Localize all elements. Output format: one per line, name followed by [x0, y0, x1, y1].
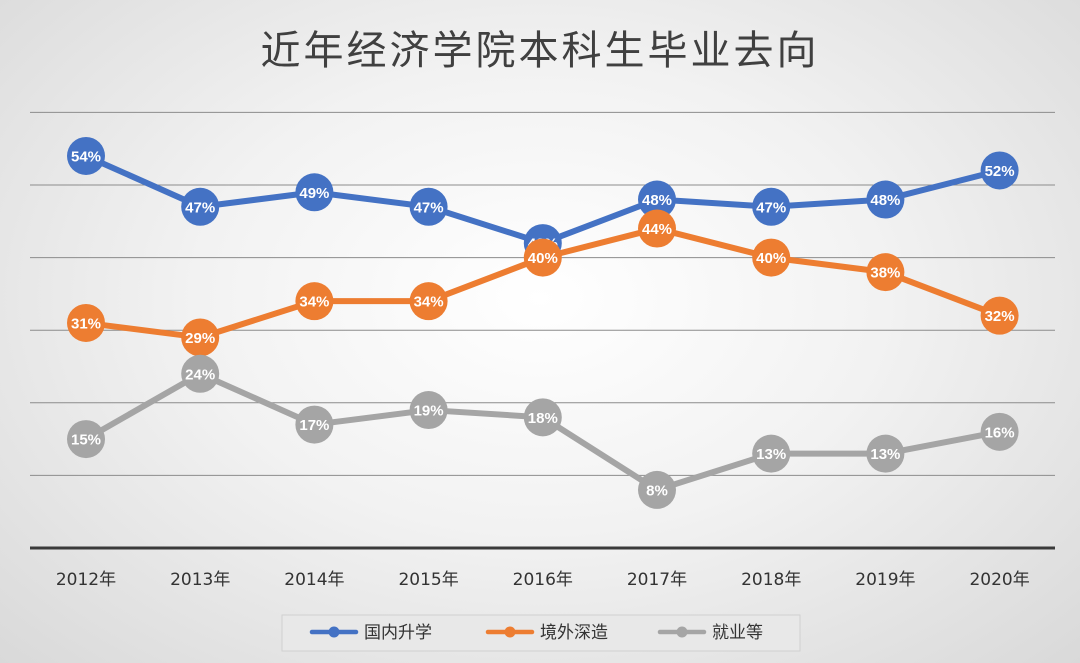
data-point	[866, 253, 905, 292]
data-label: 8%	[646, 482, 668, 499]
data-point	[295, 282, 334, 321]
data-label: 18%	[528, 410, 558, 427]
data-point	[409, 187, 448, 226]
x-tick-label: 2017年	[627, 570, 687, 590]
x-tick-label: 2018年	[741, 570, 801, 590]
data-label: 40%	[528, 250, 558, 267]
chart-title: 近年经济学院本科生毕业去向	[260, 28, 820, 74]
x-tick-label: 2014年	[284, 570, 344, 590]
data-point	[67, 420, 105, 459]
data-label: 47%	[185, 199, 215, 216]
x-tick-label: 2016年	[513, 570, 573, 590]
data-point	[638, 470, 676, 509]
data-point	[181, 354, 220, 393]
data-label: 34%	[299, 294, 329, 311]
data-label: 54%	[71, 148, 101, 165]
data-label: 15%	[71, 432, 101, 449]
data-point	[67, 136, 105, 175]
data-label: 47%	[756, 199, 786, 216]
legend-label: 境外深造	[540, 623, 608, 643]
data-point	[638, 180, 676, 219]
x-tick-label: 2019年	[855, 570, 915, 590]
x-tick-label: 2012年	[56, 570, 116, 590]
x-tick-label: 2015年	[398, 570, 458, 590]
x-tick-label: 2013年	[170, 570, 230, 590]
data-point	[409, 282, 448, 321]
data-point	[980, 296, 1019, 335]
data-label: 48%	[870, 192, 900, 209]
data-point	[866, 180, 905, 219]
data-point	[866, 434, 905, 473]
data-label: 52%	[985, 163, 1015, 180]
data-point	[980, 412, 1019, 451]
data-label: 47%	[414, 199, 444, 216]
legend-box	[281, 614, 801, 652]
data-label: 13%	[870, 446, 900, 463]
data-label: 31%	[71, 315, 101, 332]
data-label: 40%	[756, 250, 786, 267]
data-point	[752, 238, 791, 277]
data-point	[67, 303, 105, 342]
data-label: 32%	[985, 308, 1015, 325]
data-label: 44%	[642, 221, 672, 238]
data-label: 49%	[299, 185, 329, 202]
data-label: 19%	[414, 403, 444, 420]
data-label: 48%	[642, 192, 672, 209]
data-point	[181, 187, 220, 226]
data-point	[638, 209, 676, 248]
legend-marker	[504, 626, 516, 638]
legend-label: 就业等	[712, 623, 763, 643]
data-point	[752, 187, 791, 226]
data-point	[295, 173, 334, 212]
data-label: 34%	[414, 294, 444, 311]
data-point	[980, 151, 1019, 190]
data-point	[181, 318, 220, 357]
legend-marker	[676, 626, 688, 638]
legend-label: 国内升学	[364, 623, 432, 643]
x-tick-label: 2020年	[969, 570, 1029, 590]
data-point	[523, 238, 562, 277]
legend-marker	[328, 626, 340, 638]
data-label: 13%	[756, 446, 786, 463]
data-label: 29%	[185, 330, 215, 347]
data-point	[295, 405, 334, 444]
data-point	[752, 434, 791, 473]
data-label: 38%	[870, 265, 900, 282]
data-point	[409, 391, 448, 430]
data-label: 16%	[985, 424, 1015, 441]
data-point	[523, 398, 562, 437]
data-label: 17%	[299, 417, 329, 434]
data-label: 24%	[185, 366, 215, 383]
